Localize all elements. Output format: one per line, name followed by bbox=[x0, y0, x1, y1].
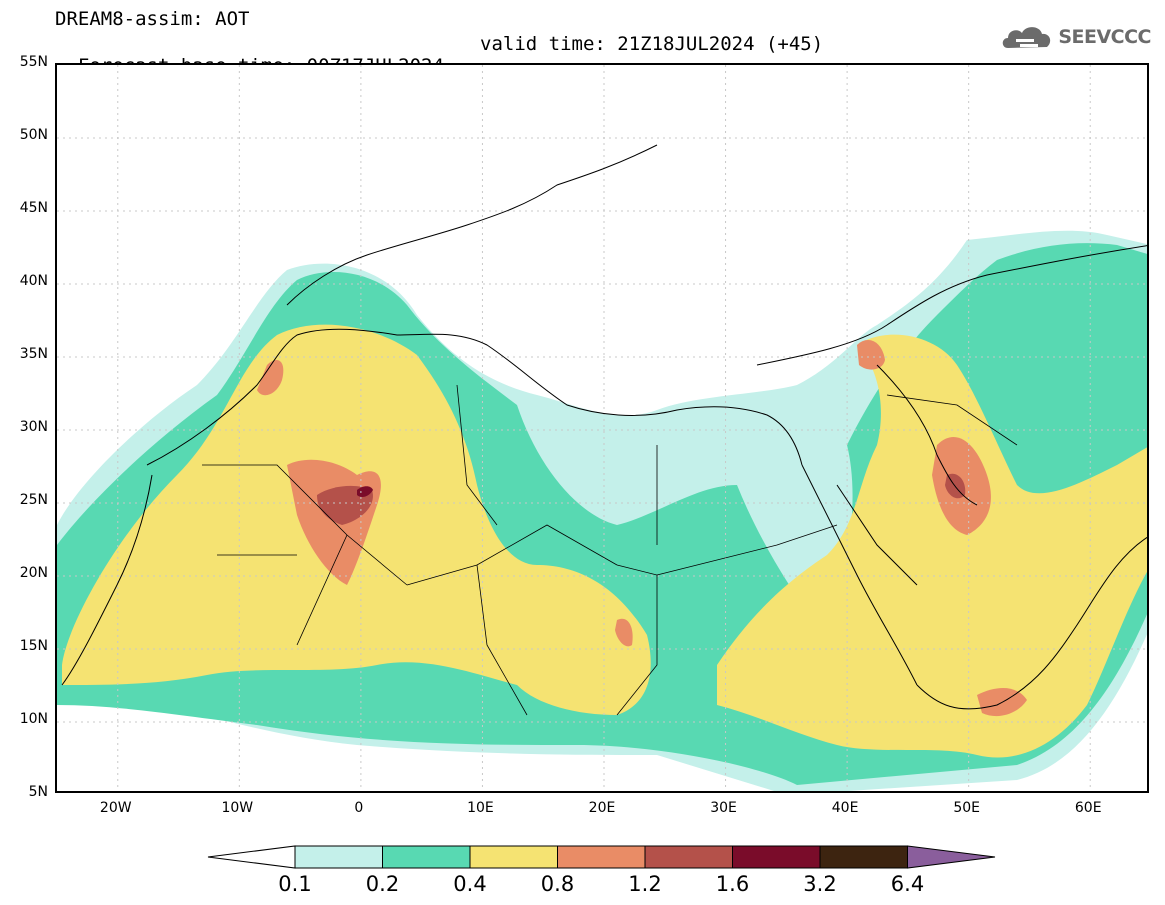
colorbar-swatch bbox=[644, 845, 733, 869]
map-canvas bbox=[57, 65, 1147, 791]
seevccc-logo: SEEVCCC bbox=[1000, 22, 1151, 52]
lat-label: 45N bbox=[19, 200, 48, 216]
colorbar bbox=[207, 845, 996, 869]
lon-label: 50E bbox=[953, 800, 980, 816]
lat-label: 15N bbox=[19, 638, 48, 654]
logo-text: SEEVCCC bbox=[1058, 26, 1151, 48]
colorbar-label: 6.4 bbox=[890, 872, 925, 896]
country-borders bbox=[202, 384, 1018, 716]
lon-label: 10E bbox=[467, 800, 494, 816]
valid-time: valid time: 21Z18JUL2024 (+45) bbox=[480, 33, 824, 55]
aot-level-0.8 bbox=[615, 618, 633, 647]
cloud-icon bbox=[1003, 27, 1051, 48]
lon-label: 20W bbox=[99, 800, 132, 816]
colorbar-label: 1.2 bbox=[628, 872, 662, 896]
aot-level-0.4 bbox=[717, 334, 1147, 758]
graticule bbox=[57, 65, 1147, 791]
colorbar-label: 1.6 bbox=[715, 872, 750, 896]
lon-label: 10W bbox=[221, 800, 254, 816]
lat-label: 20N bbox=[19, 565, 48, 581]
aot-level-0.8 bbox=[857, 340, 885, 370]
aot-level-1.6 bbox=[357, 486, 373, 498]
lon-label: 30E bbox=[710, 800, 737, 816]
lat-label: 5N bbox=[28, 784, 48, 800]
aot-map bbox=[55, 63, 1149, 793]
lat-label: 35N bbox=[19, 346, 48, 362]
lat-label: 55N bbox=[19, 54, 48, 70]
colorbar-swatch bbox=[469, 845, 558, 869]
aot-level-0.8 bbox=[257, 360, 284, 396]
colorbar-label: 0.1 bbox=[278, 872, 312, 896]
map-title: DREAM8-assim: AOT bbox=[55, 8, 250, 30]
lon-label: 20E bbox=[588, 800, 616, 816]
colorbar-swatch bbox=[382, 845, 471, 869]
lat-label: 25N bbox=[19, 492, 48, 508]
colorbar-label: 3.2 bbox=[803, 872, 837, 896]
coastlines bbox=[61, 144, 1147, 710]
lon-label: 60E bbox=[1074, 800, 1102, 816]
colorbar-swatch bbox=[819, 845, 908, 869]
lat-label: 30N bbox=[19, 419, 48, 435]
colorbar-label: 0.2 bbox=[365, 872, 400, 896]
colorbar-under-arrow bbox=[207, 845, 296, 869]
colorbar-over-arrow bbox=[907, 845, 996, 869]
colorbar-label: 0.8 bbox=[540, 872, 575, 896]
colorbar-swatch bbox=[557, 845, 646, 869]
lon-label: 0 bbox=[354, 800, 364, 816]
lat-label: 40N bbox=[19, 273, 48, 289]
aot-field bbox=[57, 230, 1147, 791]
lat-label: 50N bbox=[19, 127, 48, 143]
lon-label: 40E bbox=[831, 800, 859, 816]
colorbar-swatch bbox=[732, 845, 821, 869]
colorbar-label: 0.4 bbox=[453, 872, 487, 896]
colorbar-swatch bbox=[294, 845, 383, 869]
lat-label: 10N bbox=[19, 711, 48, 727]
